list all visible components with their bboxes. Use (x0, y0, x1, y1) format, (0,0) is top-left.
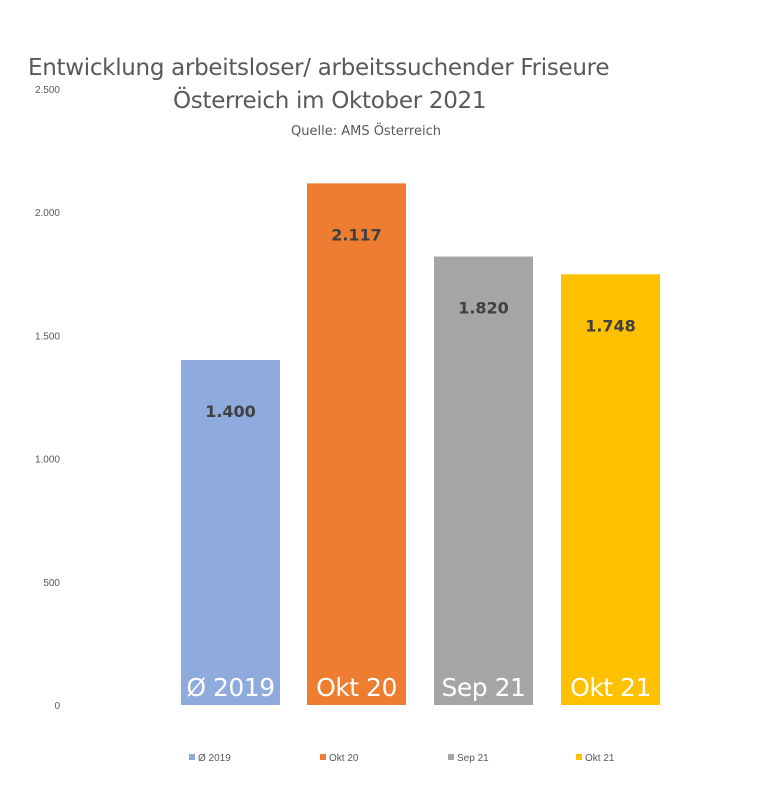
x-tick-label: Ø 2019 (186, 673, 274, 702)
y-tick-label: 0 (54, 701, 60, 712)
chart-title-line2: Österreich im Oktober 2021 (173, 88, 487, 114)
x-tick-label: Sep 21 (442, 673, 526, 702)
chart-title-line1: Entwicklung arbeitsloser/ arbeitssuchend… (28, 55, 610, 81)
y-tick-label: 2.000 (35, 208, 60, 219)
legend-swatch (448, 754, 454, 760)
y-tick-label: 2.500 (35, 85, 60, 96)
bar (561, 274, 660, 705)
y-tick-label: 1.500 (35, 331, 60, 342)
y-tick-label: 500 (43, 578, 60, 589)
chart-subtitle: Quelle: AMS Österreich (291, 124, 441, 139)
legend-label: Okt 20 (329, 753, 359, 764)
legend-swatch (320, 754, 326, 760)
legend-label: Ø 2019 (198, 753, 231, 764)
legend-swatch (189, 754, 195, 760)
data-label: 2.117 (331, 225, 382, 244)
legend-swatch (576, 754, 582, 760)
data-label: 1.748 (585, 316, 636, 335)
bar (434, 256, 533, 705)
x-tick-label: Okt 20 (316, 673, 397, 702)
legend-label: Okt 21 (585, 753, 615, 764)
bar (307, 183, 406, 705)
data-label: 1.820 (458, 299, 509, 318)
x-tick-label: Okt 21 (570, 673, 651, 702)
legend-label: Sep 21 (457, 753, 489, 764)
y-tick-label: 1.000 (35, 455, 60, 466)
bar (181, 360, 280, 705)
data-label: 1.400 (205, 402, 256, 421)
